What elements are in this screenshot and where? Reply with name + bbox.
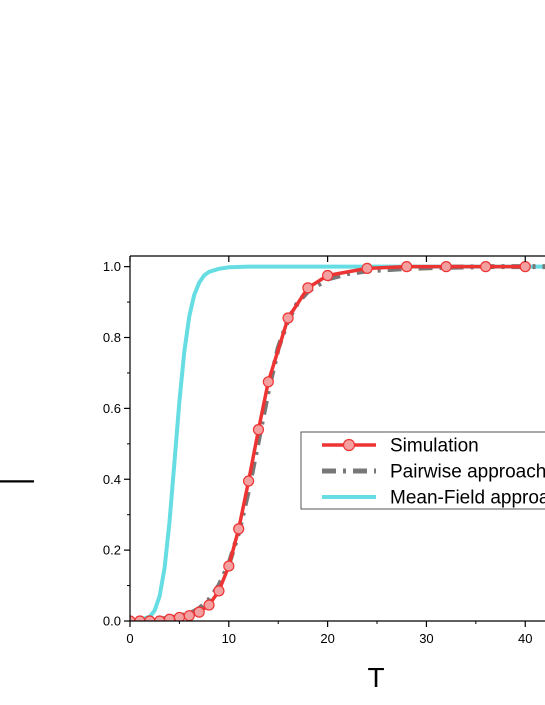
legend-label: Mean-Field approach [390,488,545,509]
data-point [130,615,136,621]
x-tick-label: 40 [518,631,532,646]
legend-label: Pairwise approach [390,462,545,483]
legend: Simulation Pairwise approach Mean-Field ap… [300,431,545,510]
y-tick-label: 0.4 [103,472,121,487]
data-point [252,424,265,436]
axes-layer: 0 10 20 30 40 0.0 0.2 0.4 0.6 0.8 1.0 [103,255,545,646]
data-point [203,599,215,611]
x-axis-label: T [367,662,384,693]
data-point [154,615,166,621]
x-tick-label: 30 [419,631,433,646]
data-point [401,261,413,273]
data-point [322,269,334,282]
data-point [183,610,195,621]
data-point [233,523,245,535]
legend-marker [342,438,356,452]
y-axis-label: — [0,460,34,498]
series-layer [130,261,545,621]
legend-label: Simulation [390,436,479,457]
y-tick-label: 1.0 [103,259,121,274]
data-point [361,262,373,275]
data-point [163,613,176,621]
data-point [134,615,146,621]
data-point [302,282,314,294]
y-tick-label: 0.2 [103,543,121,558]
data-point [262,376,274,388]
data-point [193,606,205,618]
data-point [213,585,225,597]
x-tick-label: 0 [126,631,133,646]
data-point [144,615,156,621]
y-tick-label: 0.8 [103,330,121,345]
data-point [440,261,452,273]
data-point [282,312,294,324]
data-point [480,261,492,273]
y-tick-label: 0.0 [103,614,121,629]
data-point [242,475,255,487]
data-point [519,261,531,273]
x-tick-label: 10 [222,631,236,646]
y-tick-label: 0.6 [103,401,121,416]
series-line-mean-field-approach [130,264,545,621]
data-point [223,560,235,572]
x-tick-label: 20 [320,631,334,646]
